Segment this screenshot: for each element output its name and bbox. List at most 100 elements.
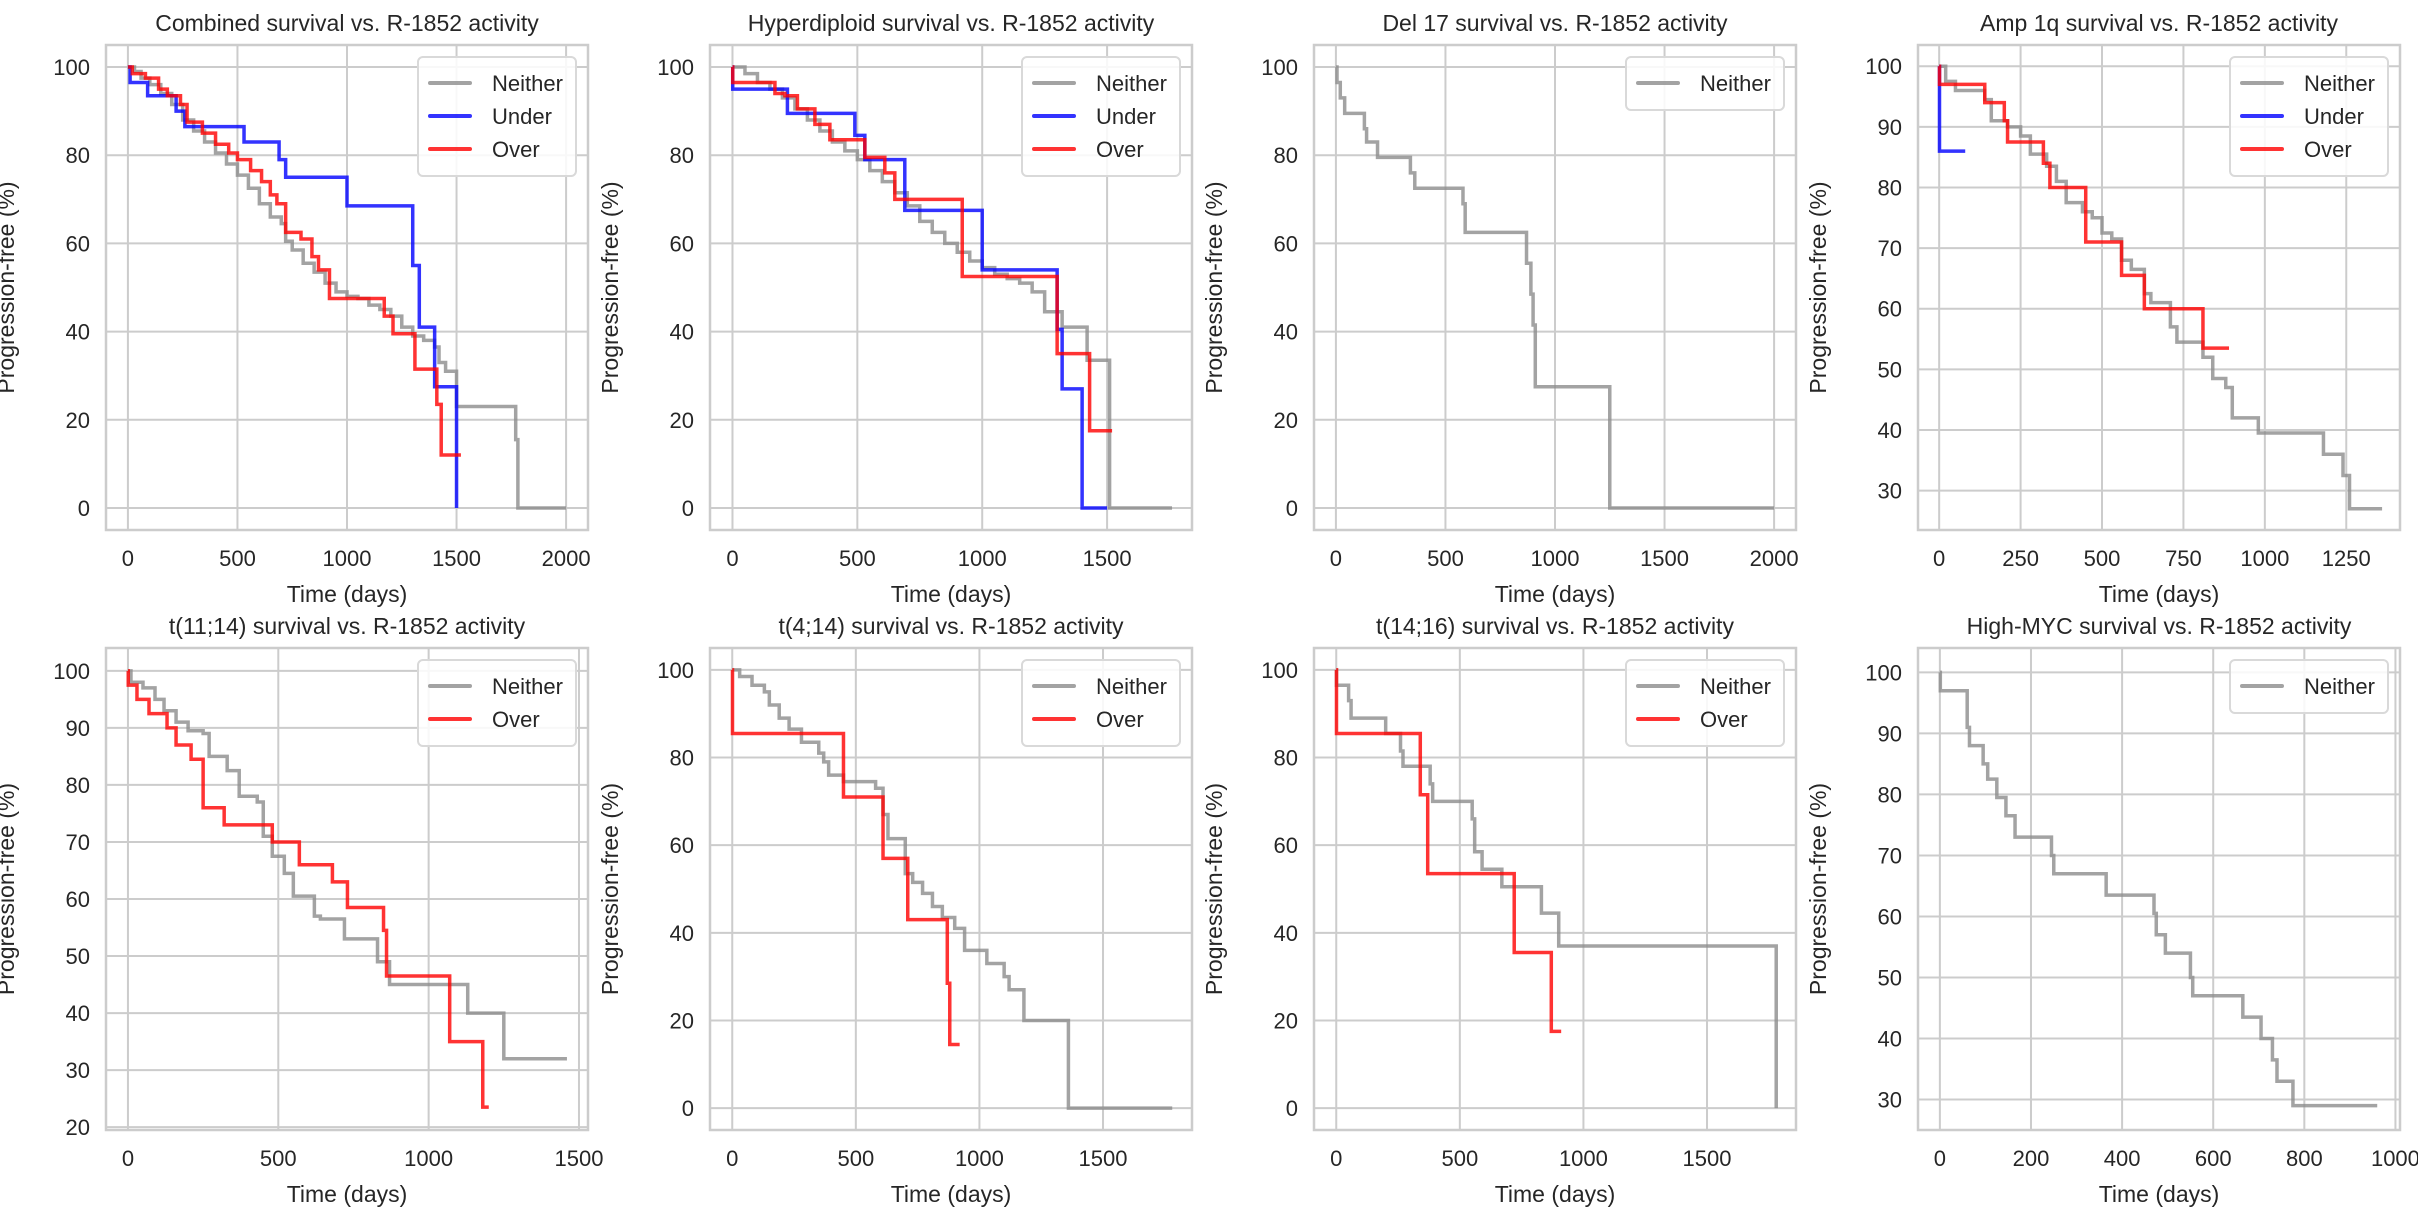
y-tick-label: 100: [1865, 660, 1902, 685]
x-tick-label: 500: [260, 1146, 297, 1171]
y-tick-label: 80: [1274, 746, 1298, 771]
x-tick-label: 0: [1330, 546, 1342, 571]
x-axis-label: Time (days): [287, 1181, 408, 1207]
y-axis-label: Progression-free (%): [0, 783, 19, 995]
y-tick-label: 20: [670, 408, 694, 433]
y-tick-label: 90: [1878, 721, 1902, 746]
legend-label-neither: Neither: [492, 674, 563, 699]
y-tick-label: 40: [66, 1001, 90, 1026]
legend-label-neither: Neither: [1096, 674, 1167, 699]
series-line-over: [1334, 668, 1562, 1034]
x-tick-label: 500: [1441, 1146, 1478, 1171]
x-tick-label: 0: [122, 1146, 134, 1171]
x-tick-label: 0: [726, 1146, 738, 1171]
chart-title: High-MYC survival vs. R-1852 activity: [1967, 613, 2352, 639]
y-tick-label: 30: [66, 1058, 90, 1083]
x-axis-label: Time (days): [2099, 581, 2220, 607]
x-axis-label: Time (days): [287, 581, 408, 607]
legend: Neither Over: [1625, 659, 1785, 747]
axes-frame: [708, 646, 1194, 1132]
legend-label-neither: Neither: [492, 71, 563, 96]
legend-label-over: Over: [492, 137, 540, 162]
x-tick-label: 1000: [2240, 546, 2289, 571]
y-tick-label: 50: [66, 944, 90, 969]
y-tick-label: 60: [1878, 904, 1902, 929]
x-axis-label: Time (days): [1495, 1181, 1616, 1207]
series-line-under: [730, 65, 1108, 510]
panel-hyperdiploid: 0 500 1000 1500 0 20 40 60 80 100 Hyperdiploid sur…: [597, 10, 1194, 607]
chart-title: Del 17 survival vs. R-1852 activity: [1382, 10, 1728, 36]
y-tick-label: 100: [657, 658, 694, 683]
y-axis-label: Progression-free (%): [1805, 783, 1831, 995]
x-tick-label: 800: [2286, 1146, 2323, 1171]
axes-frame: [1916, 646, 2402, 1132]
x-axis-label: Time (days): [891, 1181, 1012, 1207]
legend-box: [417, 659, 577, 747]
y-tick-label: 100: [657, 55, 694, 80]
x-tick-label: 250: [2002, 546, 2039, 571]
y-axis-label: Progression-free (%): [0, 181, 19, 393]
y-tick-label: 80: [1878, 782, 1902, 807]
y-tick-label: 80: [66, 143, 90, 168]
legend-label-under: Under: [2304, 104, 2364, 129]
x-tick-label: 1500: [1079, 1146, 1128, 1171]
y-tick-label: 0: [78, 496, 90, 521]
x-tick-label: 0: [122, 546, 134, 571]
y-axis-label: Progression-free (%): [1201, 181, 1227, 393]
panel-del-17: 0 500 1000 1500 2000 0 20 40 60 80 100 Del 17 survi…: [1201, 10, 1799, 607]
chart-title: t(11;14) survival vs. R-1852 activity: [169, 613, 526, 639]
y-tick-label: 80: [66, 773, 90, 798]
legend-label-neither: Neither: [2304, 71, 2375, 96]
x-tick-label: 500: [219, 546, 256, 571]
legend-label-neither: Neither: [1700, 71, 1771, 96]
y-tick-label: 20: [670, 1008, 694, 1033]
y-tick-label: 70: [66, 830, 90, 855]
y-tick-label: 30: [1878, 479, 1902, 504]
y-tick-label: 100: [53, 659, 90, 684]
y-tick-label: 20: [1274, 408, 1298, 433]
x-tick-label: 2000: [542, 546, 591, 571]
y-tick-label: 30: [1878, 1087, 1902, 1112]
y-axis-label: Progression-free (%): [597, 783, 623, 995]
x-tick-label: 1250: [2322, 546, 2371, 571]
x-tick-label: 500: [1427, 546, 1464, 571]
y-tick-label: 70: [1878, 236, 1902, 261]
x-tick-label: 1000: [323, 546, 372, 571]
legend-label-over: Over: [2304, 137, 2352, 162]
y-tick-label: 100: [1261, 658, 1298, 683]
y-tick-label: 0: [682, 496, 694, 521]
y-tick-label: 20: [66, 1115, 90, 1140]
x-axis-label: Time (days): [2099, 1181, 2220, 1207]
y-tick-label: 60: [1274, 231, 1298, 256]
y-tick-label: 80: [1274, 143, 1298, 168]
series-line-over: [730, 65, 1113, 433]
y-tick-label: 50: [1878, 357, 1902, 382]
y-tick-label: 100: [53, 55, 90, 80]
panel-t-11-14: 0 500 1000 1500 20 30 40 50 60 70 80 90 100 t(11;14) …: [0, 613, 603, 1207]
legend-label-over: Over: [492, 707, 540, 732]
y-tick-label: 60: [66, 231, 90, 256]
legend-label-neither: Neither: [2304, 674, 2375, 699]
series-line-over: [126, 669, 489, 1109]
legend-label-under: Under: [1096, 104, 1156, 129]
legend: Neither Under Over: [1021, 56, 1181, 177]
y-tick-label: 20: [66, 408, 90, 433]
series-line-over: [1937, 64, 2230, 350]
y-tick-label: 0: [1286, 1096, 1298, 1121]
legend: Neither Under Over: [2229, 56, 2389, 177]
y-tick-label: 20: [1274, 1008, 1298, 1033]
legend-label-over: Over: [1096, 137, 1144, 162]
legend-box: [1625, 56, 1785, 111]
axes-frame: [708, 43, 1194, 532]
panel-t-4-14: 0 500 1000 1500 0 20 40 60 80 100 t(4;14) survival…: [597, 613, 1194, 1207]
legend-box: [2229, 56, 2389, 177]
y-tick-label: 0: [682, 1096, 694, 1121]
chart-title: Combined survival vs. R-1852 activity: [155, 10, 539, 36]
x-tick-label: 1500: [1640, 546, 1689, 571]
axes-frame: [1916, 43, 2402, 532]
x-tick-label: 1000: [1531, 546, 1580, 571]
x-tick-label: 500: [2084, 546, 2121, 571]
legend-label-neither: Neither: [1700, 674, 1771, 699]
y-tick-label: 40: [1878, 418, 1902, 443]
